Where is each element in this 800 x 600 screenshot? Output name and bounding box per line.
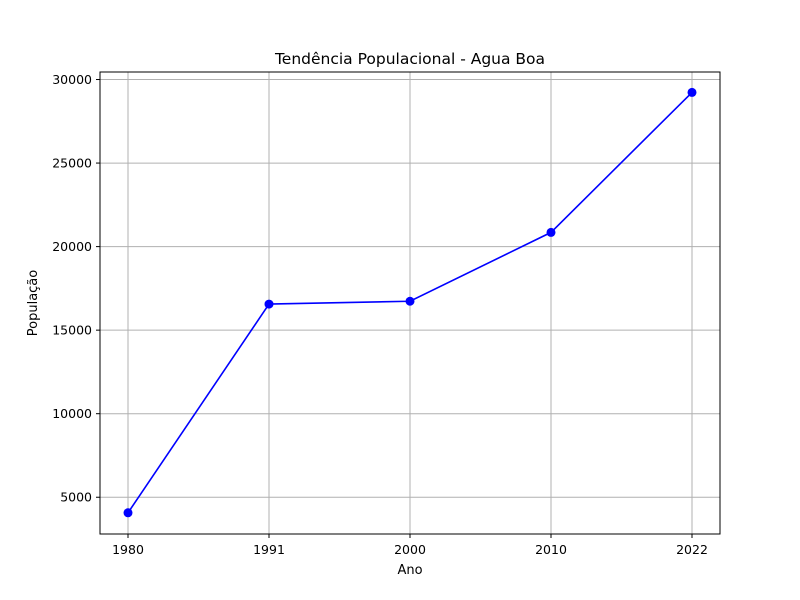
- x-tick-label: 1980: [112, 542, 144, 557]
- data-point: [123, 508, 133, 518]
- x-tick-label: 2010: [535, 542, 567, 557]
- y-tick-label: 20000: [52, 239, 92, 254]
- y-tick-label: 5000: [60, 490, 92, 505]
- series-layer: [123, 87, 697, 518]
- x-tick-label: 2000: [394, 542, 426, 557]
- y-tick-label: 25000: [52, 156, 92, 171]
- x-tick-label: 2022: [676, 542, 708, 557]
- data-point: [687, 87, 697, 97]
- data-point: [546, 227, 556, 237]
- y-tick-label: 15000: [52, 323, 92, 338]
- y-tick-label: 10000: [52, 406, 92, 421]
- y-tick-label: 30000: [52, 72, 92, 87]
- y-axis-label: População: [26, 270, 41, 337]
- x-tick-label: 1991: [253, 542, 285, 557]
- data-point: [405, 296, 415, 306]
- chart-title: Tendência Populacional - Agua Boa: [274, 50, 545, 68]
- grid: [100, 72, 720, 534]
- x-axis-label: Ano: [397, 563, 422, 578]
- ticks: 1980 1991 2000 2010 2022 5000 10000 15000 20000 2…: [52, 72, 708, 557]
- data-point: [264, 299, 274, 309]
